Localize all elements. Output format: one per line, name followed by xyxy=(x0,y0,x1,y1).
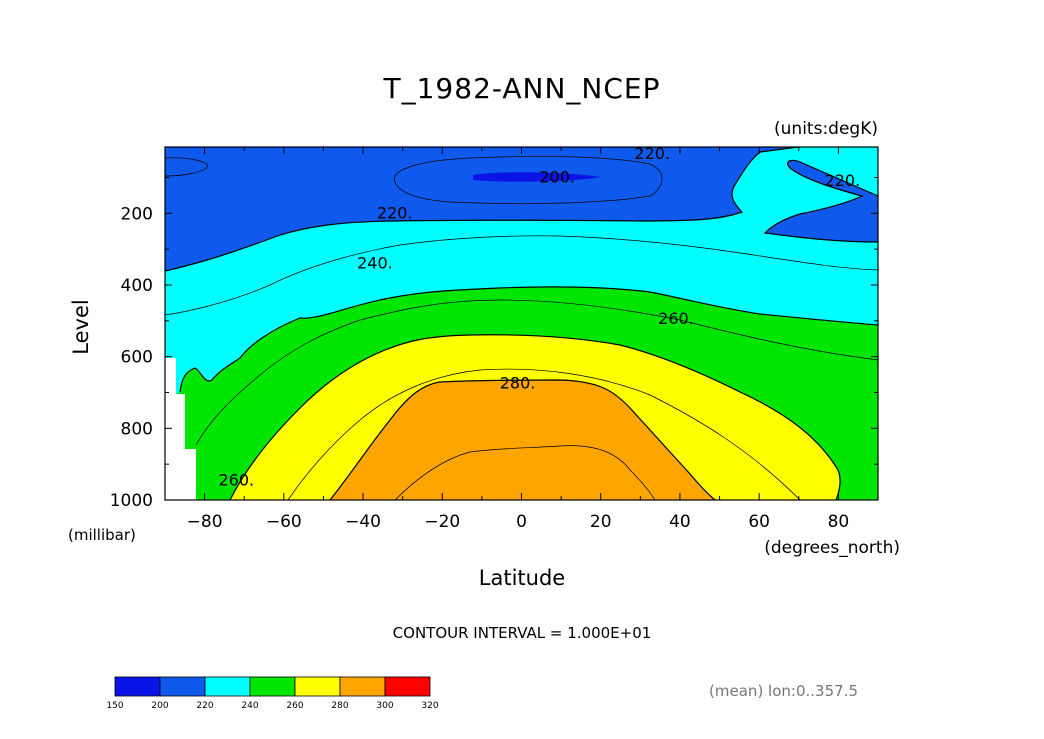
x-axis-label: Latitude xyxy=(479,566,565,590)
x-tick-label: −40 xyxy=(345,512,381,532)
contour-label: 260. xyxy=(218,470,254,489)
contour-interval-text: CONTOUR INTERVAL = 1.000E+01 xyxy=(393,624,652,642)
contour-label: 260. xyxy=(658,309,694,328)
contour-lines xyxy=(164,146,879,501)
colorbar-swatch xyxy=(384,676,431,697)
x-tick-label: −20 xyxy=(424,512,460,532)
y-tick-label: 1000 xyxy=(110,491,153,511)
colorbar-swatch xyxy=(114,676,161,697)
contour-290 xyxy=(394,445,656,501)
colorbar-swatch xyxy=(294,676,341,697)
x-units-label: (degrees_north) xyxy=(764,538,900,558)
contour-label: 220. xyxy=(377,203,413,222)
y-tick-label: 800 xyxy=(121,419,153,439)
contour-240 xyxy=(179,286,879,393)
x-tick-label: −80 xyxy=(187,512,223,532)
x-tick-label: 40 xyxy=(669,512,691,532)
x-tick-label: 0 xyxy=(516,512,527,532)
colorbar-level-label: 220 xyxy=(196,701,213,711)
y-units-label: (millibar) xyxy=(68,526,136,544)
contour-labels: 220. 200. 220. 220. 240. 260. 280. 260. xyxy=(218,144,860,489)
contour-250 xyxy=(195,299,879,446)
colorbar-level-label: 200 xyxy=(151,701,168,711)
contour-220-top xyxy=(164,146,799,272)
mean-lon-label: (mean) lon:0..357.5 xyxy=(709,682,858,700)
y-tick-label: 600 xyxy=(121,348,153,368)
colorbar-level-label: 150 xyxy=(106,701,123,711)
contour-label: 220. xyxy=(634,144,670,163)
contour-220-right xyxy=(763,159,879,243)
x-tick-label: −60 xyxy=(266,512,302,532)
region-below-200 xyxy=(473,172,601,182)
contour-260 xyxy=(229,334,841,501)
y-tick-label: 400 xyxy=(121,276,153,296)
y-axis: 200 400 600 800 1000 xyxy=(110,176,878,511)
contour-label: 200. xyxy=(539,167,575,186)
chart-title: T_1982-ANN_NCEP xyxy=(383,72,661,105)
missing-data-region xyxy=(165,358,196,500)
colorbar xyxy=(114,676,431,697)
colorbar-level-label: 280 xyxy=(331,701,348,711)
contour-210 xyxy=(393,156,663,204)
contour-280 xyxy=(329,379,716,501)
x-tick-label: 80 xyxy=(828,512,850,532)
region-280-300 xyxy=(330,380,715,500)
contour-label: 220. xyxy=(825,171,861,190)
y-tick-label: 200 xyxy=(121,204,153,224)
colorbar-labels: 150 200 220 240 260 280 300 320 xyxy=(106,701,438,711)
y-axis-label: Level xyxy=(69,299,93,354)
contour-270 xyxy=(287,368,801,501)
colorbar-level-label: 240 xyxy=(241,701,258,711)
contour-label: 240. xyxy=(357,253,393,272)
units-label: (units:degK) xyxy=(774,119,878,139)
colorbar-swatch xyxy=(339,676,386,697)
contour-230 xyxy=(164,235,879,316)
contour-fills xyxy=(165,147,878,500)
x-tick-label: 60 xyxy=(748,512,770,532)
colorbar-swatch xyxy=(204,676,251,697)
colorbar-level-label: 320 xyxy=(421,701,438,711)
colorbar-level-label: 260 xyxy=(286,701,303,711)
x-axis: −80 −60 −40 −20 0 20 40 60 80 xyxy=(164,147,879,532)
colorbar-swatch xyxy=(249,676,296,697)
contour-label: 280. xyxy=(500,374,536,393)
colorbar-level-label: 300 xyxy=(376,701,393,711)
x-tick-label: 20 xyxy=(590,512,612,532)
colorbar-swatch xyxy=(159,676,206,697)
contour-220-northwest xyxy=(164,157,209,177)
